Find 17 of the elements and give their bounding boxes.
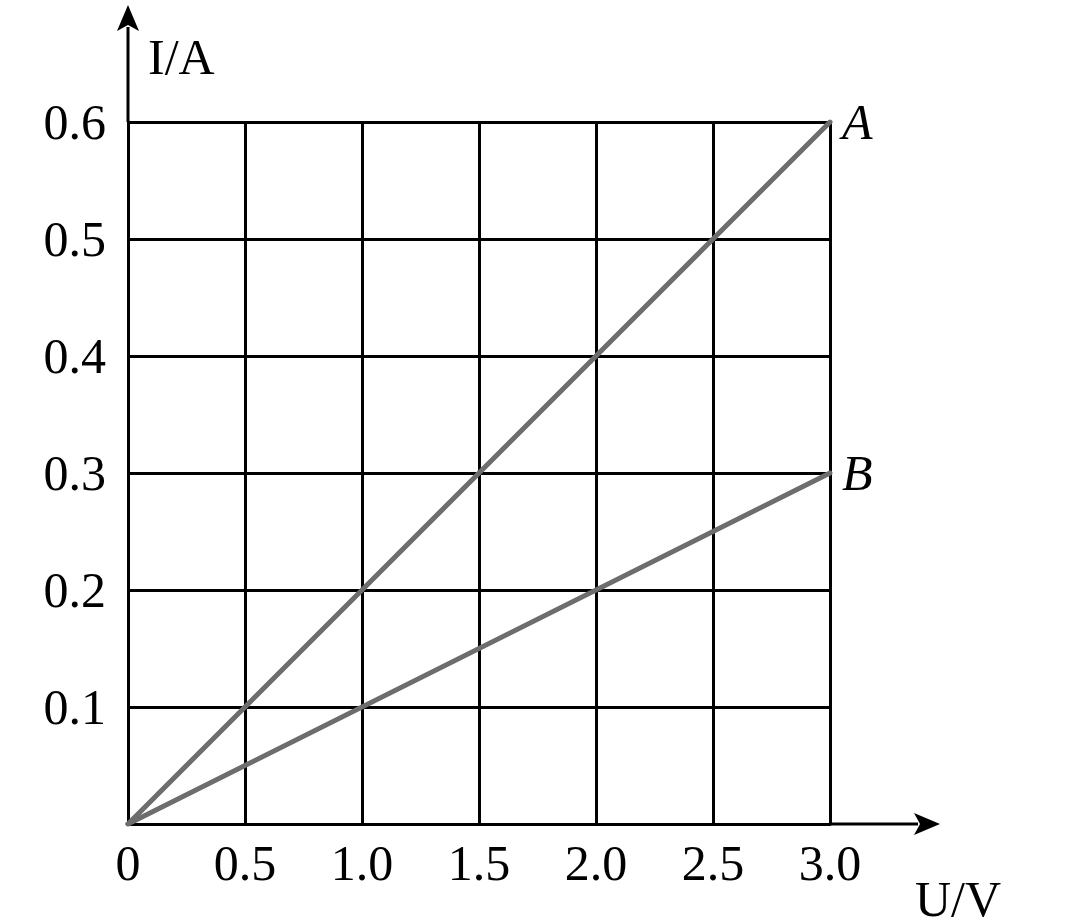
y-tick-label: 0.5 [43,211,106,267]
y-tick-label: 0.6 [43,94,106,150]
y-tick-label: 0.1 [43,679,106,735]
x-tick-label: 2.0 [564,835,628,891]
y-tick-label: 0.4 [43,328,106,384]
x-tick-label: 1.5 [447,835,511,891]
x-tick-label: 2.5 [681,835,745,891]
y-tick-label: 0.2 [43,562,106,618]
x-tick-label: 3.0 [798,835,862,891]
x-tick-label: 0 [115,835,141,891]
series-label: A [839,94,873,150]
x-tick-label: 1.0 [330,835,394,891]
y-tick-label: 0.3 [43,445,106,501]
y-axis-title: I/A [148,29,215,85]
x-tick-label: 0.5 [213,835,277,891]
series-label: B [842,445,873,501]
x-axis-title: U/V [915,871,1002,924]
